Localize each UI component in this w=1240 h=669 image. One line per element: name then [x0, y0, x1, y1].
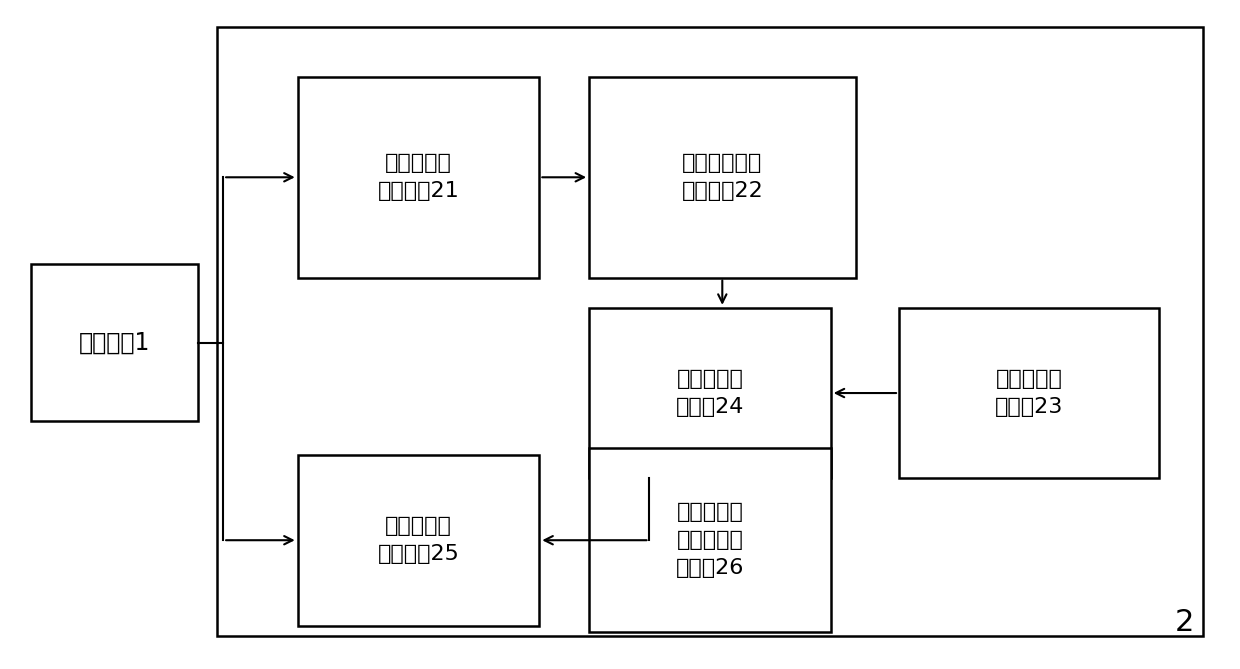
Text: 测量单元1: 测量单元1 — [79, 331, 150, 355]
Text: 人为热通量
计算单元25: 人为热通量 计算单元25 — [377, 516, 460, 564]
Text: 人为热极大值
计算单元22: 人为热极大值 计算单元22 — [682, 153, 763, 201]
Bar — [298, 455, 539, 626]
Bar — [217, 27, 1203, 636]
Text: 建筑物密度
计算单元21: 建筑物密度 计算单元21 — [378, 153, 459, 201]
Text: 能力平衡方
程热量项计
算单元26: 能力平衡方 程热量项计 算单元26 — [676, 502, 744, 578]
Bar — [589, 308, 831, 478]
Bar — [31, 264, 198, 421]
Text: 比例系数计
算单元23: 比例系数计 算单元23 — [994, 369, 1064, 417]
Text: 人为热量计
算单元24: 人为热量计 算单元24 — [676, 369, 744, 417]
Text: 2: 2 — [1174, 607, 1194, 637]
Bar — [589, 77, 856, 278]
Bar — [589, 448, 831, 632]
Bar — [298, 77, 539, 278]
Bar — [899, 308, 1159, 478]
